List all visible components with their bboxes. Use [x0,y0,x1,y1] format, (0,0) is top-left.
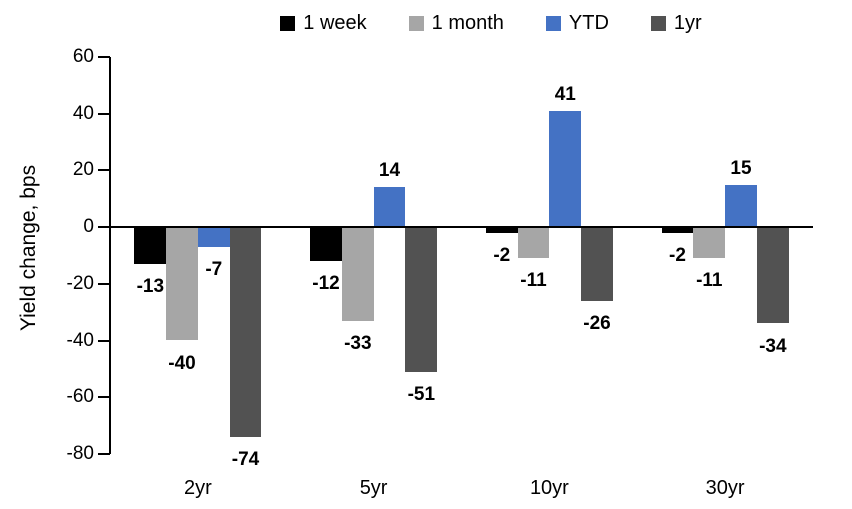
value-label: -12 [312,273,340,295]
y-tick-mark [98,396,110,398]
value-label: -40 [168,352,196,374]
y-tick-label: 20 [72,159,94,180]
bar-1-month-10yr [517,227,550,259]
y-tick-label: -60 [66,386,94,407]
value-label: 14 [378,160,401,182]
legend-label-ytd: YTD [568,12,609,34]
legend-swatch-1-week [280,15,296,31]
y-tick-mark [98,113,110,115]
bar-1yr-10yr [581,227,613,301]
bar-1-week-10yr [485,227,518,233]
legend-item-1-month: 1 month [408,8,504,38]
y-tick-label: 0 [83,216,94,237]
value-label: -2 [493,244,511,266]
bar-1-week-5yr [310,227,342,262]
legend-item-1-week: 1 week [280,8,367,38]
legend-item-ytd: YTD [545,8,609,38]
y-tick-mark [98,56,110,58]
y-tick-mark [98,340,110,342]
y-tick-label: 40 [72,103,94,124]
value-label: -74 [231,449,260,470]
value-label: -11 [696,270,723,292]
value-label: -2 [669,244,686,266]
bar-YTD-10yr [549,110,582,228]
legend-swatch-1yr [650,15,666,31]
legend-label-1-month: 1 month [431,12,504,34]
bar-1-month-30yr [693,227,726,259]
bar-1-week-2yr [134,227,167,264]
bar-YTD-2yr [197,227,230,247]
value-label: -34 [759,335,787,357]
legend-swatch-1-month [408,15,424,31]
x-category-label-10yr: 10yr [529,477,569,499]
legend: 1 week 1 month YTD 1yr [130,8,852,38]
x-category-label-5yr: 5yr [359,477,388,499]
bar-1yr-30yr [756,227,789,324]
y-tick-mark [98,169,110,171]
legend-swatch-ytd [545,15,561,31]
y-tick-label: -80 [66,443,94,464]
y-tick-mark [98,453,110,455]
y-tick-mark [98,226,110,228]
y-tick-label: 60 [72,46,94,67]
value-label: -11 [520,270,547,292]
bar-1-week-30yr [661,227,694,233]
legend-item-1yr: 1yr [650,8,702,38]
y-tick-label: -20 [66,273,94,294]
y-tick-label: -40 [66,330,94,351]
bar-1-month-2yr [166,227,198,341]
value-label: -33 [344,332,372,354]
y-axis-line [109,57,111,454]
bar-YTD-30yr [725,184,757,228]
y-tick-mark [98,283,110,285]
bar-1yr-5yr [405,227,438,372]
bar-YTD-5yr [373,187,406,228]
value-label: 15 [730,157,752,179]
x-category-label-2yr: 2yr [183,477,212,499]
legend-label-1yr: 1yr [673,12,702,34]
value-label: 41 [554,83,576,105]
x-category-label-30yr: 30yr [705,477,745,499]
zero-axis-line [110,226,813,228]
legend-label-1-week: 1 week [303,12,367,34]
bar-1yr-2yr [229,227,262,437]
value-label: -13 [136,276,165,297]
value-label: -7 [205,259,223,280]
value-label: -51 [407,383,436,405]
bar-1-month-5yr [341,227,374,321]
value-label: -26 [583,312,611,334]
